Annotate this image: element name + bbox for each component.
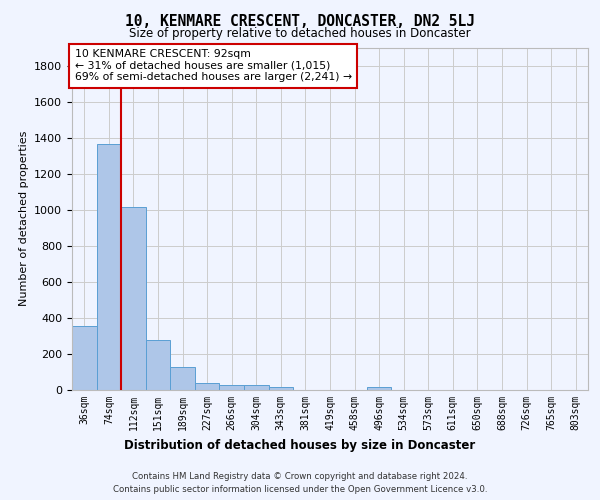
Text: Contains HM Land Registry data © Crown copyright and database right 2024.
Contai: Contains HM Land Registry data © Crown c… bbox=[113, 472, 487, 494]
Bar bbox=[220, 384, 244, 390]
Bar bbox=[121, 207, 146, 390]
Bar bbox=[367, 387, 391, 390]
Bar bbox=[97, 144, 121, 390]
Y-axis label: Number of detached properties: Number of detached properties bbox=[19, 131, 29, 306]
Bar bbox=[170, 368, 195, 390]
Bar bbox=[269, 387, 293, 390]
Text: Distribution of detached houses by size in Doncaster: Distribution of detached houses by size … bbox=[124, 440, 476, 452]
Bar bbox=[195, 383, 220, 390]
Bar bbox=[146, 340, 170, 390]
Text: 10 KENMARE CRESCENT: 92sqm
← 31% of detached houses are smaller (1,015)
69% of s: 10 KENMARE CRESCENT: 92sqm ← 31% of deta… bbox=[74, 49, 352, 82]
Bar bbox=[244, 386, 269, 390]
Bar bbox=[72, 326, 97, 390]
Text: 10, KENMARE CRESCENT, DONCASTER, DN2 5LJ: 10, KENMARE CRESCENT, DONCASTER, DN2 5LJ bbox=[125, 14, 475, 29]
Text: Size of property relative to detached houses in Doncaster: Size of property relative to detached ho… bbox=[129, 28, 471, 40]
